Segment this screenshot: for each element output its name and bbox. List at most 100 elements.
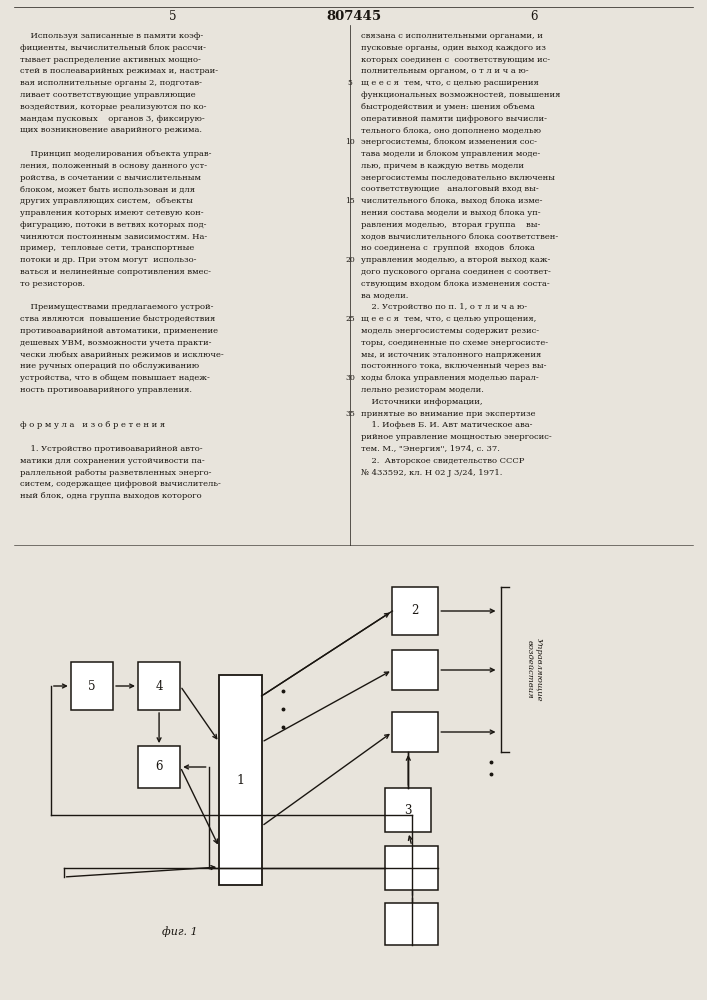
Bar (385, 903, 438, 945)
Bar (138, 746, 180, 788)
Text: блоком, может быть использован и для: блоком, может быть использован и для (20, 185, 195, 193)
Text: управления которых имеют сетевую кон-: управления которых имеют сетевую кон- (20, 209, 204, 217)
Text: которых соединен с  соответствующим ис-: которых соединен с соответствующим ис- (361, 56, 550, 64)
Text: числительного блока, выход блока изме-: числительного блока, выход блока изме- (361, 197, 542, 205)
Text: ваться и нелинейные сопротивления вмес-: ваться и нелинейные сопротивления вмес- (20, 268, 211, 276)
Text: 25: 25 (345, 315, 355, 323)
Text: 6: 6 (530, 10, 537, 23)
Text: 10: 10 (345, 138, 355, 146)
Text: мы, и источник эталонного напряжения: мы, и источник эталонного напряжения (361, 351, 541, 359)
Text: фигурацию, потоки в ветвях которых под-: фигурацию, потоки в ветвях которых под- (20, 221, 206, 229)
Bar (392, 587, 438, 635)
Text: 2.  Авторское свидетельство СССР: 2. Авторское свидетельство СССР (361, 457, 524, 465)
Text: ройства, в сочетании с вычислительным: ройства, в сочетании с вычислительным (20, 174, 201, 182)
Text: ф о р м у л а   и з о б р е т е н и я: ф о р м у л а и з о б р е т е н и я (20, 421, 165, 429)
Text: противоаварийной автоматики, применение: противоаварийной автоматики, применение (20, 327, 218, 335)
Text: равления моделью,  вторая группа    вы-: равления моделью, вторая группа вы- (361, 221, 540, 229)
Text: чиняются постоянным зависимостям. На-: чиняются постоянным зависимостям. На- (20, 233, 207, 241)
Text: лью, причем в каждую ветвь модели: лью, причем в каждую ветвь модели (361, 162, 524, 170)
Bar (219, 675, 262, 885)
Bar (385, 788, 431, 832)
Text: дого пускового органа соединен с соответ-: дого пускового органа соединен с соответ… (361, 268, 551, 276)
Text: тывает распределение активных мощно-: тывает распределение активных мощно- (20, 56, 201, 64)
Text: дешевых УВМ, возможности учета практи-: дешевых УВМ, возможности учета практи- (20, 339, 211, 347)
Bar (392, 650, 438, 690)
Text: 2: 2 (411, 604, 419, 617)
Text: тава модели и блоком управления моде-: тава модели и блоком управления моде- (361, 150, 540, 158)
Text: ления, положенный в основу данного уст-: ления, положенный в основу данного уст- (20, 162, 207, 170)
Text: фициенты, вычислительный блок рассчи-: фициенты, вычислительный блок рассчи- (20, 44, 206, 52)
Bar (138, 662, 180, 710)
Text: вая исполнительные органы 2, подготав-: вая исполнительные органы 2, подготав- (20, 79, 201, 87)
Text: других управляющих систем,  объекты: других управляющих систем, объекты (20, 197, 193, 205)
Text: чески любых аварийных режимов и исключе-: чески любых аварийных режимов и исключе- (20, 351, 223, 359)
Text: пример,  тепловые сети, транспортные: пример, тепловые сети, транспортные (20, 244, 194, 252)
Text: ва модели.: ва модели. (361, 292, 408, 300)
Text: торы, соединенные по схеме энергосисте-: торы, соединенные по схеме энергосисте- (361, 339, 548, 347)
Bar (71, 662, 113, 710)
Text: систем, содержащее цифровой вычислитель-: систем, содержащее цифровой вычислитель- (20, 480, 221, 488)
Text: соответствующие   аналоговый вход вы-: соответствующие аналоговый вход вы- (361, 185, 538, 193)
Bar (385, 846, 438, 890)
Text: щих возникновение аварийного режима.: щих возникновение аварийного режима. (20, 126, 201, 134)
Text: постоянного тока, включенный через вы-: постоянного тока, включенный через вы- (361, 362, 546, 370)
Text: быстродействия и умен: шения объема: быстродействия и умен: шения объема (361, 103, 534, 111)
Text: 1: 1 (236, 774, 245, 786)
Text: принятые во внимание при экспертизе: принятые во внимание при экспертизе (361, 410, 535, 418)
Text: модель энергосистемы содержит резис-: модель энергосистемы содержит резис- (361, 327, 539, 335)
Text: то резисторов.: то резисторов. (20, 280, 85, 288)
Text: нения состава модели и выход блока уп-: нения состава модели и выход блока уп- (361, 209, 540, 217)
Text: Принцип моделирования объекта управ-: Принцип моделирования объекта управ- (20, 150, 211, 158)
Text: ние ручных операций по обслуживанию: ние ручных операций по обслуживанию (20, 362, 199, 370)
Text: лельно резисторам модели.: лельно резисторам модели. (361, 386, 484, 394)
Text: 15: 15 (345, 197, 355, 205)
Text: Преимуществами предлагаемого устрой-: Преимуществами предлагаемого устрой- (20, 303, 214, 311)
Text: пусковые органы, один выход каждого из: пусковые органы, один выход каждого из (361, 44, 545, 52)
Text: ходов вычислительного блока соответствен-: ходов вычислительного блока соответствен… (361, 233, 558, 241)
Text: 5: 5 (348, 79, 352, 87)
Text: 5: 5 (170, 10, 177, 23)
Text: ствующим входом блока изменения соста-: ствующим входом блока изменения соста- (361, 280, 549, 288)
Text: 807445: 807445 (326, 10, 381, 23)
Text: ства являются  повышение быстродействия: ства являются повышение быстродействия (20, 315, 215, 323)
Text: фиг. 1: фиг. 1 (163, 927, 198, 937)
Text: щ е е с я  тем, что, с целью упрощения,: щ е е с я тем, что, с целью упрощения, (361, 315, 536, 323)
Text: тельного блока, оно дополнено моделью: тельного блока, оно дополнено моделью (361, 126, 541, 134)
Text: управления моделью, а второй выход каж-: управления моделью, а второй выход каж- (361, 256, 550, 264)
Text: тем. М., "Энергия", 1974, с. 37.: тем. М., "Энергия", 1974, с. 37. (361, 445, 499, 453)
Text: 4: 4 (156, 680, 163, 692)
Text: 2. Устройство по п. 1, о т л и ч а ю-: 2. Устройство по п. 1, о т л и ч а ю- (361, 303, 527, 311)
Text: связана с исполнительными органами, и: связана с исполнительными органами, и (361, 32, 542, 40)
Text: устройства, что в общем повышает надеж-: устройства, что в общем повышает надеж- (20, 374, 210, 382)
Text: щ е е с я  тем, что, с целью расширения: щ е е с я тем, что, с целью расширения (361, 79, 538, 87)
Text: Используя записанные в памяти коэф-: Используя записанные в памяти коэф- (20, 32, 203, 40)
Text: 1. Устройство противоаварийной авто-: 1. Устройство противоаварийной авто- (20, 445, 202, 453)
Text: 3: 3 (404, 804, 412, 816)
Text: 6: 6 (156, 761, 163, 774)
Text: энергосистемы последовательно включены: энергосистемы последовательно включены (361, 174, 554, 182)
Text: 30: 30 (345, 374, 355, 382)
Text: 20: 20 (345, 256, 355, 264)
Bar (392, 712, 438, 752)
Text: полнительным органом, о т л и ч а ю-: полнительным органом, о т л и ч а ю- (361, 67, 528, 75)
Text: 35: 35 (345, 410, 355, 418)
Text: мандам пусковых    органов 3, фиксирую-: мандам пусковых органов 3, фиксирую- (20, 115, 204, 123)
Text: ность противоаварийного управления.: ность противоаварийного управления. (20, 386, 192, 394)
Text: стей в послеаварийных режимах и, настраи-: стей в послеаварийных режимах и, настраи… (20, 67, 218, 75)
Text: воздействия, которые реализуются по ко-: воздействия, которые реализуются по ко- (20, 103, 206, 111)
Text: потоки и др. При этом могут  использо-: потоки и др. При этом могут использо- (20, 256, 197, 264)
Text: раллельной работы разветвленных энерго-: раллельной работы разветвленных энерго- (20, 469, 211, 477)
Text: ный блок, одна группа выходов которого: ный блок, одна группа выходов которого (20, 492, 201, 500)
Text: Источники информации,: Источники информации, (361, 398, 482, 406)
Text: 5: 5 (88, 680, 95, 692)
Text: ходы блока управления моделью парал-: ходы блока управления моделью парал- (361, 374, 538, 382)
Text: функциональных возможностей, повышения: функциональных возможностей, повышения (361, 91, 560, 99)
Text: ливает соответствующие управляющие: ливает соответствующие управляющие (20, 91, 195, 99)
Text: № 433592, кл. Н 02 J 3/24, 1971.: № 433592, кл. Н 02 J 3/24, 1971. (361, 469, 502, 477)
Text: оперативной памяти цифрового вычисли-: оперативной памяти цифрового вычисли- (361, 115, 547, 123)
Text: энергосистемы, блоком изменения сос-: энергосистемы, блоком изменения сос- (361, 138, 537, 146)
Text: 1. Иофьев Б. И. Авт матическое ава-: 1. Иофьев Б. И. Авт матическое ава- (361, 421, 532, 429)
Text: матики для сохранения устойчивости па-: матики для сохранения устойчивости па- (20, 457, 204, 465)
Text: но соединена с  группой  входов  блока: но соединена с группой входов блока (361, 244, 534, 252)
Text: Управляющие
воздействия: Управляющие воздействия (526, 638, 543, 701)
